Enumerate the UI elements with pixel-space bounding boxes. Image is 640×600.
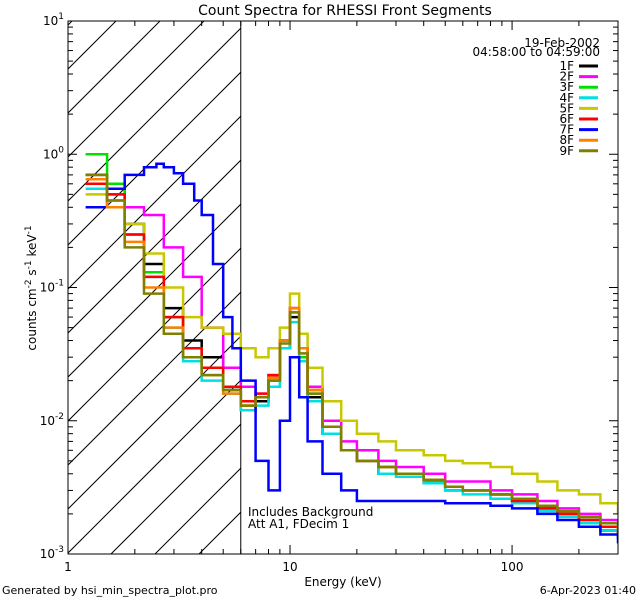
legend-label-3F: 3F [559, 80, 574, 94]
y-tick-base: 10 [43, 14, 58, 28]
y-label-exponent: -2 [24, 279, 34, 288]
hatch-line [68, 21, 205, 158]
y-label-part: counts cm [25, 288, 39, 350]
y-axis-label: counts cm-2 s-1 keV-1 [24, 225, 39, 350]
y-tick-label: 10-3 [40, 545, 64, 561]
y-label-exponent: -1 [24, 260, 34, 269]
y-label-part: s [25, 269, 39, 279]
y-tick-base: 10 [40, 414, 55, 428]
legend-label-6F: 6F [559, 112, 574, 126]
y-tick-exponent: -1 [55, 279, 64, 289]
date-label: 19-Feb-2002 [524, 36, 600, 50]
y-tick-exponent: 1 [58, 12, 64, 22]
time-range-label: 04:58:00 to 04:59:00 [473, 45, 600, 59]
footer-generated-by: Generated by hsi_min_spectra_plot.pro [2, 584, 218, 597]
y-tick-label: 10-2 [40, 412, 64, 428]
hatch-line [68, 335, 241, 510]
x-tick-label: 1 [64, 560, 72, 574]
y-tick-exponent: -3 [55, 545, 64, 555]
footer-timestamp: 6-Apr-2023 01:40 [540, 584, 636, 597]
hatch-line [68, 379, 241, 554]
hatch-line [68, 71, 241, 246]
y-tick-base: 10 [40, 281, 55, 295]
series-7F [85, 162, 618, 544]
y-tick-exponent: 0 [58, 145, 64, 155]
y-tick-label: 100 [43, 145, 64, 161]
hatch-line [68, 21, 161, 114]
y-tick-label: 10-1 [40, 279, 64, 295]
legend-label-5F: 5F [559, 101, 574, 115]
legend-label-9F: 9F [559, 144, 574, 158]
legend-label-4F: 4F [559, 91, 574, 105]
hatch-line [110, 423, 241, 554]
annotation-background: Includes Background [248, 505, 373, 519]
chart-title: Count Spectra for RHESSI Front Segments [198, 3, 492, 19]
legend-label-1F: 1F [559, 59, 574, 73]
hatch-line [68, 159, 241, 334]
series-2F [85, 182, 618, 527]
legend-label-7F: 7F [559, 123, 574, 137]
y-label-part: keV [25, 234, 39, 261]
series-5F [85, 193, 618, 514]
y-tick-base: 10 [40, 547, 55, 561]
annotation-attenuator: Att A1, FDecim 1 [248, 517, 349, 531]
legend-label-8F: 8F [559, 133, 574, 147]
x-axis-label: Energy (keV) [304, 575, 381, 589]
y-tick-base: 10 [43, 147, 58, 161]
y-tick-exponent: -2 [55, 412, 64, 422]
x-tick-label: 10 [282, 560, 297, 574]
series-layer [85, 153, 618, 544]
y-tick-label: 101 [43, 12, 64, 28]
series-9F [85, 173, 618, 531]
hatch-line [68, 27, 241, 202]
x-axis: 1 10 100 [64, 21, 619, 574]
x-tick-label: 100 [501, 560, 524, 574]
y-label-exponent: -1 [24, 225, 34, 234]
legend-label-2F: 2F [559, 70, 574, 84]
